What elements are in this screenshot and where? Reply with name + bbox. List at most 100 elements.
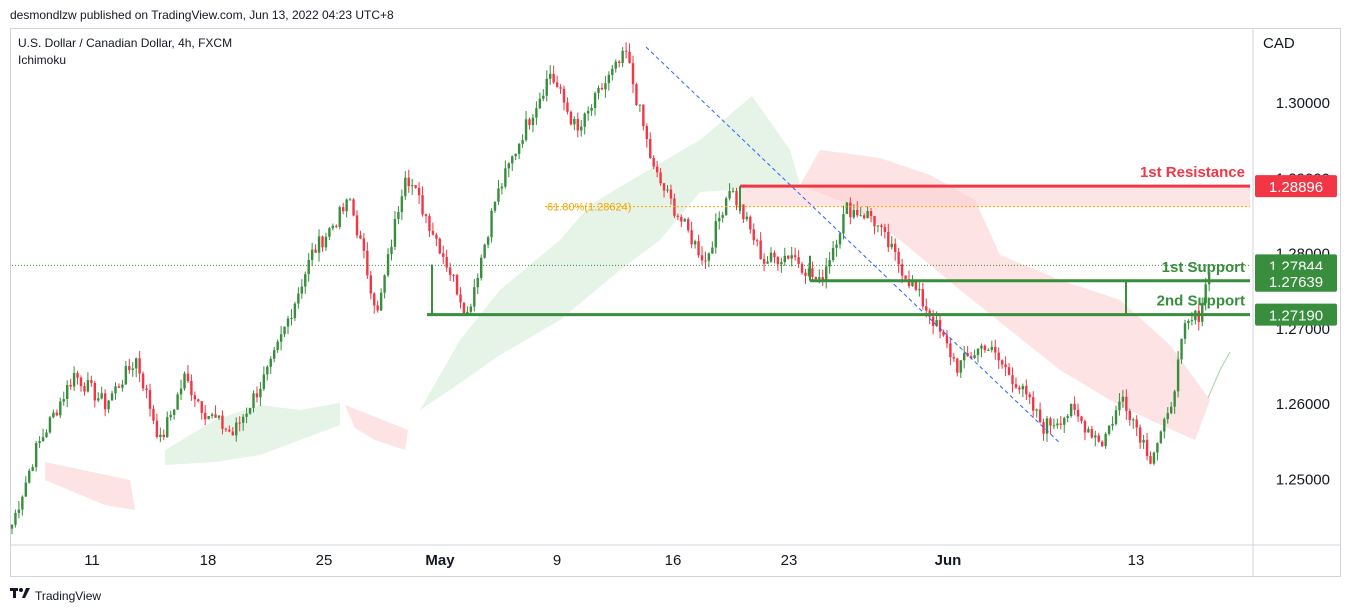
candle-body bbox=[1145, 439, 1149, 457]
candle-body bbox=[262, 374, 266, 389]
candle-body bbox=[793, 255, 797, 258]
trend-line[interactable] bbox=[645, 46, 1061, 444]
candle-body bbox=[980, 345, 983, 349]
candle-body bbox=[210, 414, 214, 417]
candle-body bbox=[1114, 410, 1118, 424]
candle-body bbox=[690, 230, 693, 245]
candle-body bbox=[1156, 442, 1159, 453]
candle-body bbox=[1076, 409, 1080, 417]
candle-body bbox=[976, 348, 980, 356]
candle-body bbox=[894, 243, 897, 252]
candle-body bbox=[186, 373, 190, 381]
candle-body bbox=[687, 219, 690, 231]
currency-label: CAD bbox=[1263, 35, 1295, 52]
candle-body bbox=[204, 412, 207, 420]
candle-body bbox=[383, 275, 386, 293]
footer[interactable]: TradingView bbox=[10, 588, 101, 603]
candle-body bbox=[807, 268, 811, 276]
candle-body bbox=[745, 216, 749, 220]
candle-body bbox=[1087, 429, 1090, 433]
candle-body bbox=[83, 386, 86, 392]
candle-body bbox=[618, 61, 621, 63]
candle-body bbox=[1014, 384, 1018, 388]
candle-body bbox=[821, 277, 824, 281]
candle-body bbox=[90, 380, 93, 384]
candle-body bbox=[662, 183, 666, 191]
candle-body bbox=[176, 394, 179, 410]
support-2-price-tag[interactable] bbox=[1255, 303, 1337, 326]
candle-body bbox=[245, 413, 248, 417]
candle-body bbox=[504, 168, 507, 187]
fib-label: 61.80%(1.28624) bbox=[547, 202, 631, 214]
candle-body bbox=[1173, 391, 1176, 407]
candle-body bbox=[207, 416, 210, 420]
candle-body bbox=[259, 388, 262, 398]
candle-body bbox=[549, 73, 552, 79]
candle-body bbox=[131, 368, 134, 370]
candle-body bbox=[1187, 320, 1190, 324]
candle-body bbox=[624, 50, 628, 52]
candle-body bbox=[321, 236, 324, 248]
candle-body bbox=[1004, 364, 1007, 368]
candle-body bbox=[1025, 385, 1028, 395]
candle-body bbox=[904, 275, 907, 280]
candle-body bbox=[290, 317, 293, 319]
candle-body bbox=[994, 346, 997, 353]
time-tick: 13 bbox=[1128, 552, 1145, 569]
candle-body bbox=[411, 185, 414, 187]
resistance-zone bbox=[740, 186, 1250, 207]
candle-body bbox=[480, 257, 483, 278]
candle-body bbox=[545, 78, 548, 96]
candle-body bbox=[469, 306, 473, 312]
candle-body bbox=[1011, 375, 1014, 385]
candle-body bbox=[938, 320, 942, 332]
candle-body bbox=[880, 225, 883, 228]
candle-body bbox=[17, 509, 21, 513]
candle-body bbox=[517, 143, 521, 154]
candle-body bbox=[166, 417, 169, 438]
candle-body bbox=[310, 249, 314, 260]
publisher-line: desmondlzw published on TradingView.com,… bbox=[10, 8, 394, 22]
candle-body bbox=[1028, 394, 1031, 398]
candle-body bbox=[497, 188, 500, 202]
candle-body bbox=[369, 275, 372, 294]
candle-body bbox=[1052, 425, 1056, 427]
time-tick: 23 bbox=[781, 552, 798, 569]
candle-body bbox=[925, 306, 928, 311]
resistance-price-tag[interactable] bbox=[1255, 175, 1337, 198]
candle-body bbox=[266, 366, 269, 375]
candle-body bbox=[1104, 433, 1107, 447]
candle-body bbox=[1128, 410, 1131, 421]
candle-body bbox=[466, 311, 469, 314]
candle-body bbox=[655, 166, 659, 173]
candle-body bbox=[345, 199, 348, 212]
candle-body bbox=[635, 84, 638, 105]
candle-body bbox=[152, 408, 155, 421]
candle-body bbox=[1021, 385, 1025, 390]
candle-body bbox=[790, 255, 793, 259]
candle-body bbox=[952, 357, 956, 359]
candle-body bbox=[442, 253, 445, 257]
candle-body bbox=[190, 380, 193, 396]
candle-body bbox=[604, 83, 607, 90]
candle-body bbox=[128, 366, 131, 370]
candle-body bbox=[963, 353, 966, 361]
ichimoku-cloud bbox=[45, 96, 1231, 510]
candle-body bbox=[435, 234, 438, 239]
candle-body bbox=[652, 157, 655, 167]
time-tick: 16 bbox=[665, 552, 682, 569]
candle-body bbox=[697, 241, 700, 256]
candle-body bbox=[1090, 429, 1094, 438]
candle-body bbox=[331, 225, 335, 229]
candle-body bbox=[804, 272, 807, 276]
candle-body bbox=[228, 429, 231, 432]
support-1-price-tag[interactable] bbox=[1255, 269, 1337, 292]
candle-body bbox=[1007, 367, 1011, 376]
indicator-label[interactable]: Ichimoku bbox=[18, 53, 66, 67]
cloud-bullish bbox=[165, 403, 340, 465]
price-tick: 1.26000 bbox=[1276, 396, 1330, 413]
candle-body bbox=[586, 110, 590, 114]
candle-body bbox=[66, 384, 69, 400]
candle-body bbox=[573, 118, 576, 125]
